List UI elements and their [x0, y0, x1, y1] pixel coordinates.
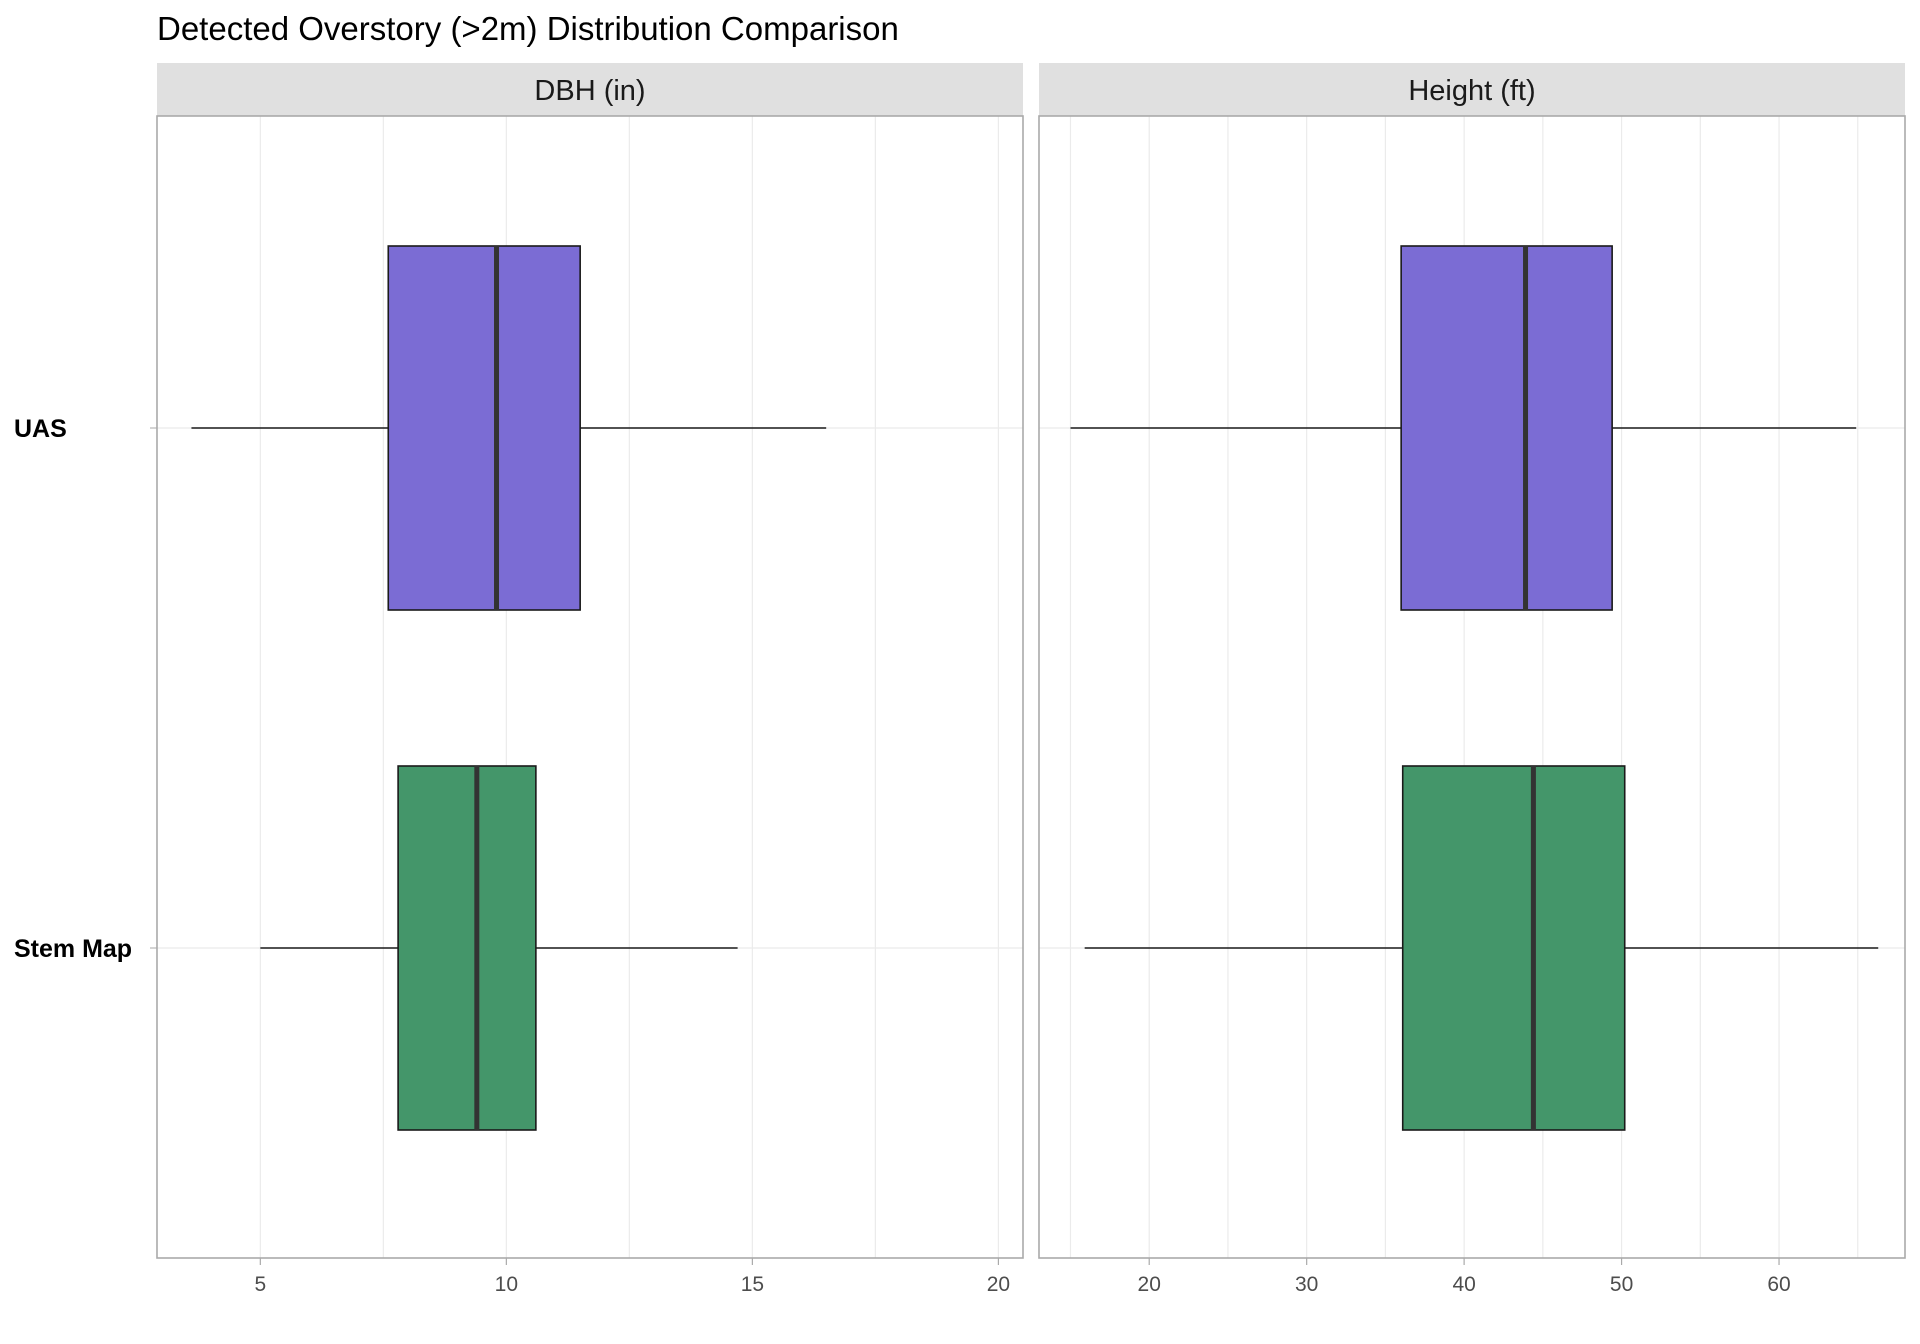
box-height-ft-stem-map	[1401, 765, 1626, 1131]
x-tick-label-height-ft-20: 20	[1138, 1273, 1161, 1296]
category-labels: UAS Stem Map	[14, 415, 157, 963]
y-tick-label-uas: UAS	[14, 415, 67, 443]
x-tick-label-height-ft-30: 30	[1295, 1273, 1318, 1296]
panel-dbh-in: DBH (in) 5 10 15 20	[156, 63, 1024, 1296]
box-dbh-in-uas	[387, 245, 581, 611]
facet-panels: DBH (in) 5 10 15 20 Height (ft) 20 30 40 50 60	[156, 63, 1906, 1296]
x-tick-label-dbh-in-20: 20	[987, 1273, 1010, 1296]
x-tick-label-height-ft-40: 40	[1452, 1273, 1475, 1296]
panel-border-dbh-in	[156, 115, 1024, 1259]
x-tick-label-dbh-in-15: 15	[741, 1273, 764, 1296]
y-tick-label-stem-map: Stem Map	[14, 935, 132, 963]
panel-border-height-ft	[1038, 115, 1906, 1259]
strip-dbh-in	[157, 63, 1023, 116]
strip-label-height-ft: Height (ft)	[1408, 75, 1535, 107]
x-tick-label-dbh-in-10: 10	[495, 1273, 518, 1296]
strip-label-dbh-in: DBH (in)	[534, 75, 645, 107]
box-height-ft-uas	[1400, 245, 1613, 611]
x-tick-label-height-ft-50: 50	[1610, 1273, 1633, 1296]
x-tick-label-dbh-in-5: 5	[254, 1273, 266, 1296]
panel-height-ft: Height (ft) 20 30 40 50 60	[1038, 63, 1906, 1296]
chart-title: Detected Overstory (>2m) Distribution Co…	[157, 10, 899, 47]
box-dbh-in-stem-map	[397, 765, 537, 1131]
x-tick-label-height-ft-60: 60	[1767, 1273, 1790, 1296]
strip-height-ft	[1039, 63, 1905, 116]
